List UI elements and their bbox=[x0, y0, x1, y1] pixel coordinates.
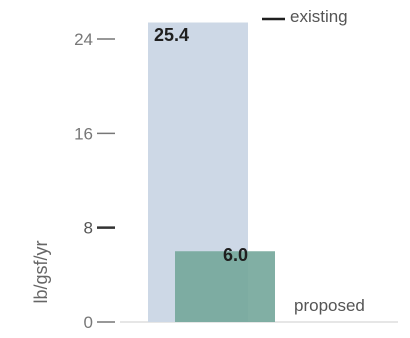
bars bbox=[148, 22, 275, 322]
series-labels: existing proposed bbox=[262, 7, 365, 315]
legend-label-existing: existing bbox=[290, 7, 348, 26]
bar-proposed bbox=[175, 251, 275, 322]
y-axis-title: lb/gsf/yr bbox=[31, 240, 51, 303]
legend-label-proposed: proposed bbox=[294, 296, 365, 315]
y-tick-label: 24 bbox=[74, 30, 93, 49]
value-labels: 25.4 6.0 bbox=[154, 25, 248, 265]
y-tick-label: 16 bbox=[74, 124, 93, 143]
y-tick-label: 0 bbox=[84, 313, 93, 332]
value-label-existing: 25.4 bbox=[154, 25, 189, 45]
y-tick-label: 8 bbox=[84, 219, 93, 238]
y-axis-ticks: 0 8 16 24 bbox=[74, 30, 115, 332]
value-label-proposed: 6.0 bbox=[223, 245, 248, 265]
